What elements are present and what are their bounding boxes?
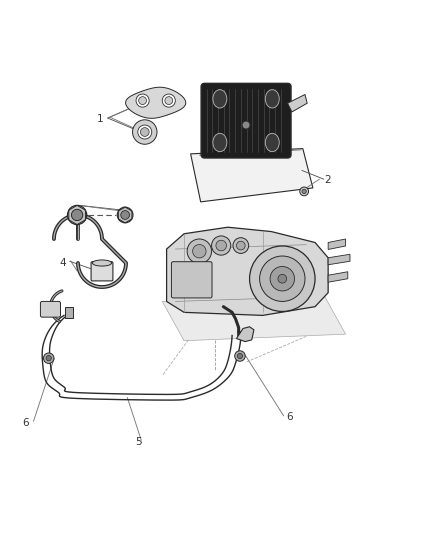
Ellipse shape [265, 90, 279, 108]
Circle shape [138, 125, 152, 139]
Circle shape [270, 266, 294, 291]
Circle shape [300, 187, 308, 196]
FancyBboxPatch shape [201, 83, 291, 158]
Circle shape [216, 240, 226, 251]
Polygon shape [328, 239, 346, 249]
Circle shape [71, 209, 83, 221]
Polygon shape [288, 94, 307, 112]
Ellipse shape [213, 133, 227, 152]
Polygon shape [126, 87, 186, 118]
Text: 6: 6 [22, 418, 29, 428]
FancyBboxPatch shape [65, 306, 73, 318]
Polygon shape [162, 295, 346, 341]
Circle shape [46, 356, 51, 361]
Text: 6: 6 [287, 412, 293, 422]
Circle shape [237, 353, 243, 359]
Text: 1: 1 [97, 114, 103, 124]
Circle shape [117, 207, 133, 223]
FancyBboxPatch shape [171, 262, 212, 298]
Text: 4: 4 [60, 258, 66, 268]
Text: 3: 3 [117, 211, 124, 221]
Circle shape [193, 245, 206, 258]
Ellipse shape [213, 90, 227, 108]
Text: 5: 5 [135, 437, 141, 447]
Circle shape [235, 351, 245, 361]
Polygon shape [191, 149, 313, 202]
Ellipse shape [92, 260, 112, 266]
Circle shape [139, 96, 147, 104]
Text: 2: 2 [324, 175, 330, 185]
Circle shape [237, 241, 245, 250]
Polygon shape [328, 272, 348, 282]
Polygon shape [166, 227, 328, 316]
Circle shape [136, 94, 149, 107]
Circle shape [141, 128, 149, 136]
Circle shape [302, 189, 306, 193]
Circle shape [212, 236, 231, 255]
Polygon shape [237, 327, 254, 342]
Circle shape [242, 121, 250, 129]
Ellipse shape [265, 133, 279, 152]
Circle shape [260, 256, 305, 302]
Circle shape [250, 246, 315, 311]
Circle shape [233, 238, 249, 253]
Polygon shape [328, 254, 350, 265]
Circle shape [121, 211, 130, 220]
Circle shape [278, 274, 287, 283]
Circle shape [165, 96, 173, 104]
FancyBboxPatch shape [91, 262, 113, 281]
Circle shape [162, 94, 175, 107]
Circle shape [67, 205, 87, 224]
Circle shape [43, 353, 54, 364]
FancyBboxPatch shape [40, 302, 60, 317]
Circle shape [187, 239, 212, 263]
Circle shape [133, 120, 157, 144]
